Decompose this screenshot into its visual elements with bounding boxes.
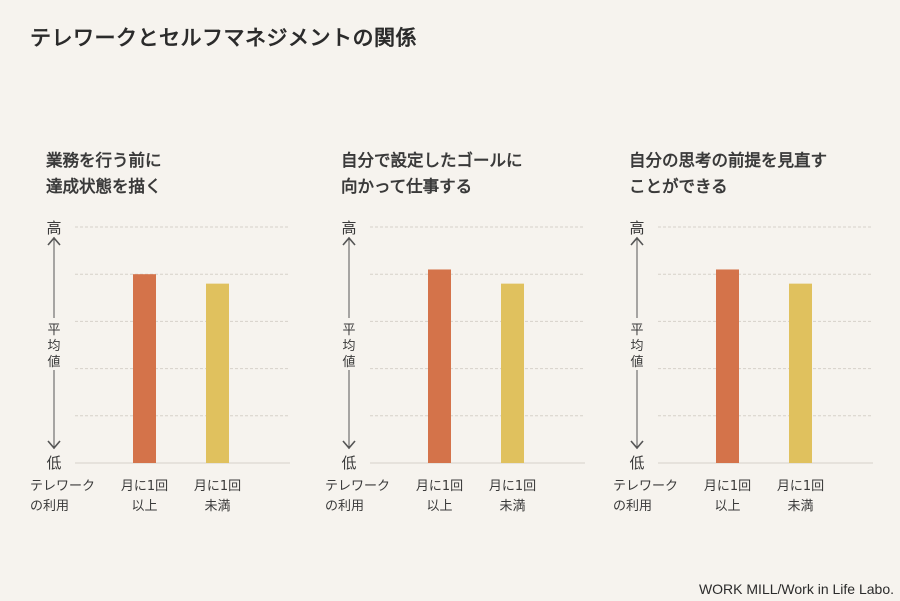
source-credit: WORK MILL/Work in Life Labo. bbox=[698, 581, 894, 597]
arrow-down-icon bbox=[342, 440, 356, 450]
chart-title: 業務を行う前に 達成状態を描く bbox=[46, 151, 162, 196]
chart-title: 自分で設定したゴールに 向かって仕事する bbox=[341, 151, 523, 196]
ylabel-backdrop bbox=[628, 318, 646, 370]
arrow-up-icon bbox=[630, 236, 644, 246]
category-label: 月に1回以上 bbox=[121, 479, 168, 514]
arrow-up-icon bbox=[47, 236, 61, 246]
chart-panel-2: 自分で設定したゴールに 向かって仕事する 高低 平均値月に1回以上 月に1回未満 テレ… bbox=[325, 0, 615, 601]
x-axis-label: テレワークの利用 bbox=[30, 479, 95, 514]
category-label: 月に1回未満 bbox=[489, 479, 536, 514]
bar-less-than-monthly bbox=[789, 283, 812, 463]
arrow-down-icon bbox=[47, 440, 61, 450]
axis-low-label: 低 bbox=[629, 454, 644, 472]
bar-monthly-or-more bbox=[716, 269, 739, 463]
y-axis-label: 平均値 bbox=[47, 323, 60, 370]
arrow-down-icon bbox=[630, 440, 644, 450]
ylabel-backdrop bbox=[340, 318, 358, 370]
chart-panel-1: 業務を行う前に 達成状態を描く 高低 平均値月に1回以上 月に1回未満 テレワークの利… bbox=[30, 0, 320, 601]
category-label: 月に1回未満 bbox=[194, 479, 241, 514]
bar-monthly-or-more bbox=[133, 274, 156, 463]
axis-high-label: 高 bbox=[629, 219, 644, 237]
x-axis-label: テレワークの利用 bbox=[613, 479, 678, 514]
y-axis-label: 平均値 bbox=[630, 323, 643, 370]
chart-title: 自分の思考の前提を見直す ことができる bbox=[629, 151, 827, 196]
axis-high-label: 高 bbox=[46, 219, 61, 237]
category-label: 月に1回未満 bbox=[777, 479, 824, 514]
axis-low-label: 低 bbox=[46, 454, 61, 472]
category-label: 月に1回以上 bbox=[416, 479, 463, 514]
x-axis-label: テレワークの利用 bbox=[325, 479, 390, 514]
ylabel-backdrop bbox=[45, 318, 63, 370]
y-axis-label: 平均値 bbox=[342, 323, 355, 370]
bar-monthly-or-more bbox=[428, 269, 451, 463]
page-title: テレワークとセルフマネジメントの関係 bbox=[30, 26, 417, 50]
category-label: 月に1回以上 bbox=[704, 479, 751, 514]
bar-less-than-monthly bbox=[501, 283, 524, 463]
axis-high-label: 高 bbox=[341, 219, 356, 237]
arrow-up-icon bbox=[342, 236, 356, 246]
axis-low-label: 低 bbox=[341, 454, 356, 472]
chart-panel-3: 自分の思考の前提を見直す ことができる 高低 平均値月に1回以上 月に1回未満 テレワ… bbox=[613, 0, 900, 601]
bar-less-than-monthly bbox=[206, 283, 229, 463]
